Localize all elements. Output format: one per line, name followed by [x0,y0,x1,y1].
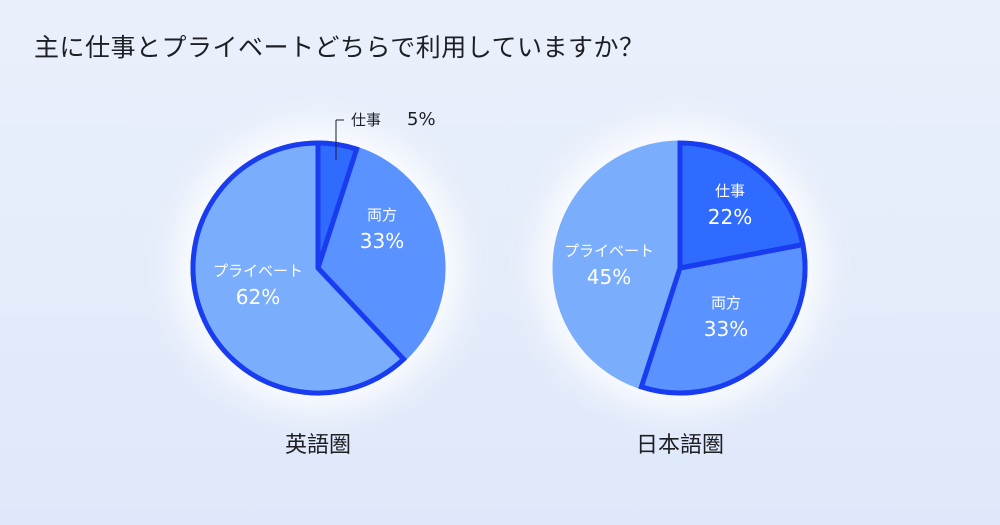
slice-name-label: プライベート [213,262,303,280]
pie-chart-caption: 日本語圏 [636,433,724,458]
slice-name-label: 仕事 [351,111,381,129]
slice-name-label: プライベート [564,242,654,260]
pie-slice-outline-3 [190,140,408,396]
slice-name-label: 両方 [711,294,741,312]
slice-name-label: 仕事 [715,182,745,200]
slice-value-label: 33% [704,317,748,341]
pie-chart-2: 仕事 22% 両方 33% プライベート 45% 日本語圏 [539,127,821,458]
slice-value-label: 62% [236,285,280,309]
chart-title: 主に仕事とプライベートどちらで利用していますか？ [34,33,645,62]
pie-slice-outline-1 [677,140,806,272]
slice-value-label: 5% [407,109,436,130]
pie-slice-2 [317,146,446,362]
pie-slice-3 [552,140,681,390]
pie-slice-outline-2 [638,241,808,396]
slice-value-label: 45% [587,265,631,289]
slice-name-label: 両方 [367,206,397,224]
slice-value-label: 22% [708,205,752,229]
pie-chart-caption: 英語圏 [285,433,351,458]
pie-chart-1: 仕事 5% 両方 33% プライベート 62% 英語圏 [177,109,459,458]
slice-value-label: 33% [360,229,404,253]
